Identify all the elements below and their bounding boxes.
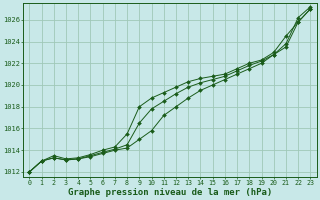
X-axis label: Graphe pression niveau de la mer (hPa): Graphe pression niveau de la mer (hPa) [68,188,272,197]
